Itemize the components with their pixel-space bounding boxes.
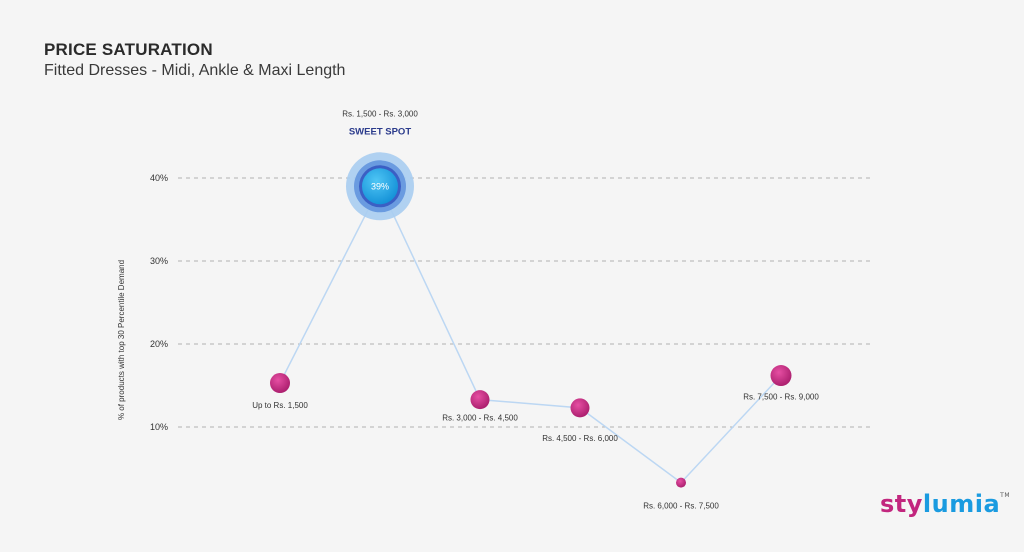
category-label: Rs. 1,500 - Rs. 3,000 xyxy=(342,109,418,118)
data-point xyxy=(270,373,290,394)
y-tick-label: 40% xyxy=(150,173,168,183)
category-label: Rs. 4,500 - Rs. 6,000 xyxy=(542,434,618,443)
sweet-spot-tag: SWEET SPOT xyxy=(349,126,411,137)
stylumia-logo: stylumiaTM xyxy=(880,490,1010,518)
data-point xyxy=(676,477,686,488)
chart-title: PRICE SATURATION xyxy=(44,40,213,59)
y-axis-label: % of products with top 30 Percentile Dem… xyxy=(117,260,126,420)
series-line xyxy=(279,184,782,484)
data-label: 39% xyxy=(371,181,389,191)
data-point xyxy=(770,365,792,387)
data-point xyxy=(570,398,590,418)
data-point xyxy=(470,390,490,410)
y-tick-label: 30% xyxy=(150,256,168,266)
category-label: Rs. 3,000 - Rs. 4,500 xyxy=(442,414,518,423)
chart-subtitle: Fitted Dresses - Midi, Ankle & Maxi Leng… xyxy=(44,62,346,79)
sweet-spot-point: 39% xyxy=(346,152,414,221)
y-tick-label: 20% xyxy=(150,339,168,349)
category-label: Rs. 7,500 - Rs. 9,000 xyxy=(743,393,819,402)
y-tick-label: 10% xyxy=(150,422,168,432)
category-label: Up to Rs. 1,500 xyxy=(252,401,308,410)
category-label: Rs. 6,000 - Rs. 7,500 xyxy=(643,502,719,511)
